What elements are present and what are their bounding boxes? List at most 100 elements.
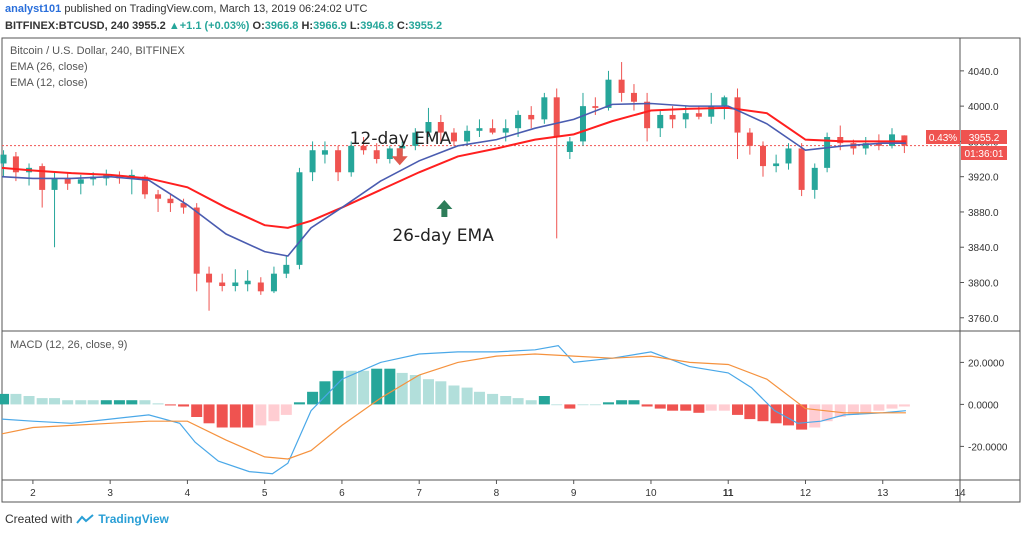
candle-body <box>232 282 239 287</box>
symbol-label: BITFINEX:BTCUSD, 240 <box>5 20 130 32</box>
macd-histogram-bar <box>293 402 305 405</box>
macd-histogram-bar <box>487 393 499 405</box>
macd-histogram-bar <box>860 404 872 413</box>
high-value: 3966.9 <box>313 20 347 32</box>
candle-body <box>489 128 496 133</box>
candle-body <box>695 113 702 117</box>
macd-histogram-bar <box>164 404 176 406</box>
macd-histogram-bar <box>538 396 550 405</box>
candle-body <box>193 207 200 274</box>
macd-histogram-bar <box>0 393 10 405</box>
arrow-up-icon <box>436 199 453 217</box>
macd-histogram-bar <box>358 370 370 405</box>
macd-histogram-bar <box>255 404 267 426</box>
candle-body <box>437 122 444 133</box>
macd-histogram-bar <box>770 404 782 424</box>
legend-ema26: EMA (26, close) <box>10 61 88 73</box>
candle-body <box>528 114 535 120</box>
candle-body <box>77 179 84 184</box>
annotation-12-day-ema: 12-day EMA <box>350 129 452 149</box>
macd-histogram-bar <box>577 404 589 406</box>
candle-body <box>657 114 664 129</box>
macd-histogram-bar <box>500 396 512 405</box>
macd-histogram-bar <box>409 375 421 405</box>
candle-body <box>0 154 7 164</box>
macd-histogram-bar <box>448 385 460 405</box>
x-tick-label: 11 <box>723 488 734 499</box>
x-tick-label: 4 <box>185 488 191 499</box>
candle-body <box>425 122 432 133</box>
macd-histogram-bar <box>693 404 705 413</box>
macd-histogram-bar <box>525 400 537 405</box>
macd-histogram-bar <box>307 391 319 405</box>
macd-histogram-bar <box>589 404 601 406</box>
macd-histogram-bar <box>23 396 35 405</box>
macd-histogram-bar <box>10 393 22 405</box>
macd-histogram-bar <box>551 404 563 406</box>
candle-body <box>773 163 780 167</box>
candle-body <box>889 134 896 146</box>
candle-body <box>579 106 586 142</box>
macd-histogram-bar <box>796 404 808 430</box>
y-tick-label: 3840.0 <box>968 243 999 254</box>
candle-body <box>373 150 380 160</box>
x-tick-label: 2 <box>30 488 36 499</box>
x-tick-label: 7 <box>416 488 422 499</box>
low-label: L: <box>349 20 361 32</box>
x-tick-label: 5 <box>262 488 268 499</box>
macd-histogram-bar <box>319 381 331 405</box>
published-text: published on TradingView.com, March 13, … <box>64 3 368 15</box>
x-tick-label: 8 <box>494 488 500 499</box>
macd-histogram-bar <box>422 379 434 405</box>
candle-body <box>244 280 251 285</box>
macd-histogram-bar <box>782 404 794 426</box>
last-price: 3955.2 <box>132 20 166 32</box>
candle-body <box>412 132 419 146</box>
candle-body <box>167 198 174 204</box>
y-tick-label: 3920.0 <box>968 173 999 184</box>
candle-body <box>450 132 457 142</box>
low-value: 3946.8 <box>360 20 394 32</box>
macd-histogram-bar <box>268 404 280 422</box>
x-tick-label: 12 <box>800 488 812 499</box>
candle-body <box>360 145 367 151</box>
macd-histogram-bar <box>898 404 910 407</box>
macd-histogram-bar <box>191 404 203 417</box>
price-tag-label: 3955.2 <box>969 133 1000 144</box>
annotation-26-day-ema: 26-day EMA <box>392 226 494 246</box>
macd-histogram-bar <box>821 404 833 422</box>
candle-body <box>553 97 560 137</box>
candle-body <box>605 79 612 108</box>
macd-histogram-bar <box>139 400 151 405</box>
candle-body <box>270 273 277 292</box>
macd-histogram-bar <box>809 404 821 428</box>
tradingview-brand[interactable]: TradingView <box>98 512 169 526</box>
macd-histogram-bar <box>203 404 215 424</box>
change-tag-label: 0.43% <box>929 133 957 144</box>
legend-ema12: EMA (12, close) <box>10 77 88 89</box>
macd-histogram-bar <box>667 404 679 411</box>
macd-histogram-bar <box>654 404 666 409</box>
y-tick-label: 4000.0 <box>968 102 999 113</box>
macd-histogram-bar <box>616 400 628 405</box>
change-value: +1.1 (+0.03%) <box>179 20 250 32</box>
macd-histogram-bar <box>473 391 485 405</box>
macd-histogram-bar <box>62 400 74 405</box>
candle-body <box>257 282 264 292</box>
arrow-down-icon <box>391 148 408 166</box>
macd-histogram-bar <box>628 400 640 405</box>
author-name[interactable]: analyst101 <box>5 3 62 15</box>
close-label: C: <box>396 20 409 32</box>
y-tick-label: 3800.0 <box>968 279 999 290</box>
macd-histogram-bar <box>280 404 292 415</box>
ema12-line <box>1 102 906 257</box>
macd-histogram-bar <box>36 398 48 405</box>
macd-histogram-bar <box>113 400 125 405</box>
candle-body <box>541 97 548 120</box>
x-tick-label: 13 <box>877 488 889 499</box>
candle-body <box>566 141 573 152</box>
candle-body <box>12 156 19 173</box>
candle-body <box>141 176 148 195</box>
publish-line: analyst101 published on TradingView.com,… <box>5 3 367 15</box>
